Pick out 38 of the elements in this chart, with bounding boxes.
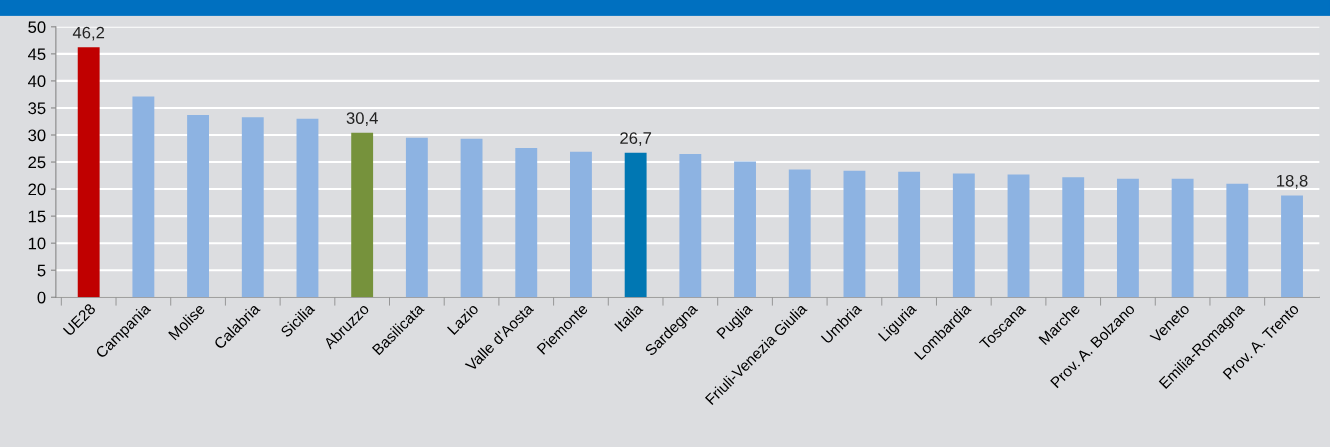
- y-tick-label: 0: [37, 291, 46, 304]
- bar: [788, 169, 811, 298]
- bar: [296, 118, 319, 298]
- y-tick-label: 10: [28, 237, 46, 250]
- y-tick-label: 30: [28, 129, 46, 142]
- bar: [460, 138, 483, 298]
- bar: [843, 170, 866, 298]
- bar: [515, 147, 538, 298]
- bar: [187, 114, 210, 298]
- bar: [1007, 174, 1030, 298]
- bar: [952, 173, 975, 298]
- bar: [898, 171, 921, 298]
- bar: [1281, 195, 1303, 298]
- bar: [351, 132, 374, 298]
- y-tick-label: 25: [28, 156, 46, 169]
- data-label: 30,4: [346, 112, 378, 126]
- y-tick-label: 15: [28, 210, 46, 223]
- y-tick-label: 50: [28, 21, 46, 34]
- bar: [1226, 183, 1249, 298]
- bar: [624, 152, 647, 298]
- bar: [570, 151, 592, 298]
- bar: [132, 96, 155, 298]
- bar: [734, 161, 756, 298]
- bar: [77, 47, 100, 298]
- y-tick-label: 5: [37, 264, 46, 277]
- data-label: 18,8: [1277, 174, 1308, 189]
- bar: [405, 137, 428, 298]
- data-label: 26,7: [620, 132, 652, 146]
- data-label: 46,2: [72, 26, 105, 41]
- bar: [1062, 177, 1085, 298]
- bar: [1171, 178, 1194, 298]
- bar: [679, 153, 702, 298]
- y-tick-label: 20: [28, 183, 46, 196]
- y-tick-label: 40: [27, 75, 46, 88]
- y-tick-label: 35: [28, 102, 46, 115]
- bar: [241, 117, 264, 298]
- bar: [1116, 178, 1139, 298]
- y-tick-label: 45: [27, 48, 46, 61]
